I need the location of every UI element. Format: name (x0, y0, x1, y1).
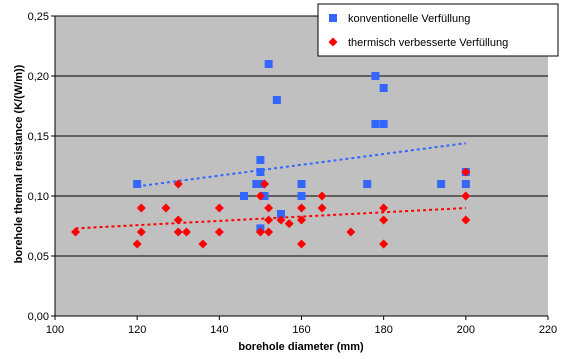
x-tick-label: 140 (210, 324, 228, 336)
point-thermisch (276, 215, 286, 225)
x-tick-label: 200 (457, 324, 475, 336)
trendline-thermisch (75, 207, 466, 230)
x-axis-title: borehole diameter (mm) (238, 341, 364, 353)
point-thermisch (255, 227, 265, 237)
point-thermisch (136, 227, 146, 237)
point-thermisch (461, 191, 471, 201)
point-konventionell (272, 96, 281, 104)
y-tick-label: 0,10 (28, 191, 49, 203)
legend-marker-thermisch (328, 37, 338, 47)
point-konventionell (133, 180, 142, 188)
point-thermisch (264, 203, 274, 213)
point-thermisch (260, 179, 270, 189)
point-konventionell (239, 192, 248, 200)
y-tick-label: 0,00 (28, 311, 49, 323)
y-tick-label: 0,25 (28, 11, 49, 23)
point-konventionell (264, 60, 273, 68)
point-thermisch (161, 203, 171, 213)
point-thermisch (173, 215, 183, 225)
legend: konventionelle Verfüllung thermisch verb… (317, 3, 559, 57)
point-konventionell (276, 210, 285, 218)
point-thermisch (297, 203, 306, 213)
legend-marker-konventionell (329, 14, 337, 22)
x-tick-label: 100 (46, 324, 64, 336)
point-thermisch (346, 227, 356, 237)
x-tick-label: 180 (374, 324, 392, 336)
point-thermisch (71, 227, 81, 237)
point-konventionell (461, 180, 470, 188)
legend-label-konventionell: konventionelle Verfüllung (348, 13, 470, 25)
point-thermisch (136, 203, 146, 213)
point-konventionell (256, 168, 265, 176)
plot-area (55, 16, 548, 316)
point-konventionell (379, 84, 388, 92)
y-tick-label: 0,20 (28, 71, 49, 83)
x-tick-label: 120 (128, 324, 146, 336)
point-thermisch (297, 215, 306, 225)
point-thermisch (264, 215, 274, 225)
point-konventionell (371, 120, 380, 128)
point-konventionell (297, 180, 306, 188)
point-konventionell (379, 120, 388, 128)
point-thermisch (461, 167, 471, 177)
trendline-konventionell (137, 142, 466, 188)
point-thermisch (214, 203, 224, 213)
point-konventionell (256, 156, 265, 164)
point-thermisch (461, 215, 471, 225)
point-konventionell (297, 192, 306, 200)
point-thermisch (132, 239, 142, 249)
point-thermisch (198, 239, 208, 249)
y-tick-label: 0,15 (28, 131, 49, 143)
x-tick-label: 220 (539, 324, 557, 336)
point-thermisch (379, 215, 389, 225)
point-thermisch (173, 227, 183, 237)
point-konventionell (437, 180, 446, 188)
point-thermisch (297, 239, 306, 249)
point-thermisch (379, 239, 389, 249)
x-tick-label: 160 (292, 324, 310, 336)
y-axis-title: borehole thermal resistance (K/(W/m)) (13, 64, 25, 263)
point-thermisch (214, 227, 224, 237)
point-thermisch (173, 179, 183, 189)
legend-label-thermisch: thermisch verbesserte Verfüllung (348, 37, 508, 49)
point-thermisch (255, 191, 265, 201)
point-thermisch (317, 191, 327, 201)
point-thermisch (284, 219, 294, 229)
point-thermisch (317, 203, 327, 213)
legend-box (317, 3, 559, 57)
y-tick-label: 0,05 (28, 251, 49, 263)
point-konventionell (363, 180, 372, 188)
point-thermisch (264, 227, 274, 237)
point-thermisch (181, 227, 191, 237)
point-thermisch (379, 203, 389, 213)
point-konventionell (371, 72, 380, 80)
point-konventionell (252, 180, 261, 188)
